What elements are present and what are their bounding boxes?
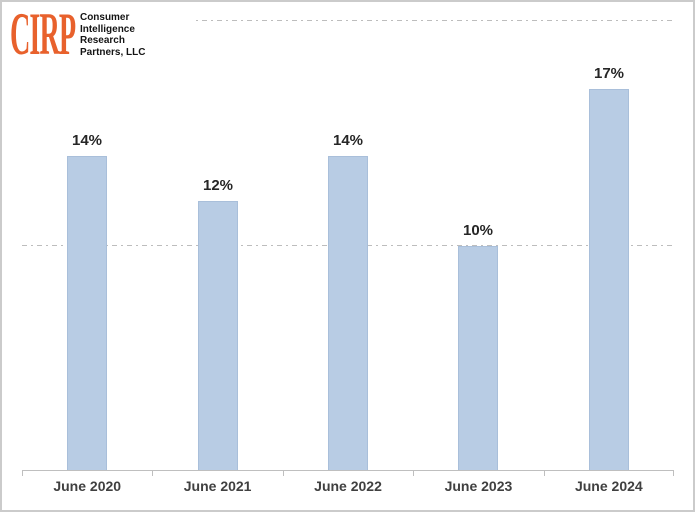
bar-june-2020 — [67, 156, 107, 470]
bar-value-label-june-2021: 12% — [202, 177, 234, 194]
x-axis-label-june-2021: June 2021 — [183, 478, 252, 494]
plot-area: 14% 12% 14% 10% 17% — [22, 10, 674, 476]
x-axis-label-june-2024: June 2024 — [574, 478, 643, 494]
bar-june-2023 — [458, 246, 498, 470]
x-axis-labels: June 2020 June 2021 June 2022 June 2023 June… — [22, 478, 674, 494]
bar-value-label-june-2020: 14% — [71, 132, 103, 149]
logo-line-partners: Partners, LLC — [80, 46, 146, 59]
x-axis-label-june-2020: June 2020 — [53, 478, 122, 494]
bar-value-label-june-2024: 17% — [593, 65, 625, 82]
cirp-logo: CIRP Consumer Intelligence Research Part… — [10, 1, 196, 67]
x-axis-tick — [413, 470, 414, 476]
x-axis-tick — [673, 470, 674, 476]
bar-value-label-june-2023: 10% — [462, 222, 494, 239]
logo-line-consumer: Consumer — [80, 11, 130, 23]
x-axis-tick — [283, 470, 284, 476]
cirp-logo-acronym: CIRP — [10, 1, 76, 67]
x-axis-label-june-2022: June 2022 — [314, 478, 382, 494]
bar-value-label-june-2022: 14% — [332, 132, 364, 149]
x-axis-tick — [544, 470, 545, 476]
logo-line-intelligence: Intelligence — [80, 22, 135, 35]
cirp-logo-company-name: Consumer Intelligence Research Partners,… — [80, 7, 145, 61]
x-axis-tick — [22, 470, 23, 476]
cirp-logo-mark: CIRP — [10, 1, 80, 67]
bar-june-2022 — [328, 156, 368, 470]
x-axis-tick — [152, 470, 153, 476]
bar-june-2021 — [198, 201, 238, 470]
logo-line-research: Research — [80, 34, 125, 47]
bar-june-2024 — [589, 89, 629, 470]
gridline-20pct — [22, 20, 674, 21]
x-axis-label-june-2023: June 2023 — [444, 478, 513, 494]
